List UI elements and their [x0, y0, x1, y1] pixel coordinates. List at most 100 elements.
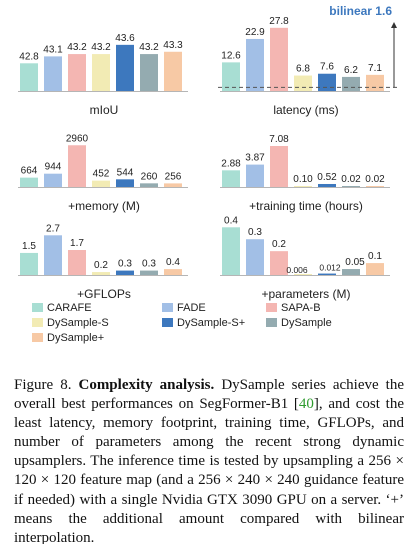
bar-dysample-s	[92, 272, 110, 275]
legend-item-carafe: CARAFE	[32, 302, 92, 314]
bar-fade	[44, 235, 62, 275]
axis-title: +memory (M)	[68, 199, 140, 213]
bar-carafe	[222, 227, 240, 275]
data-label: 0.3	[248, 227, 262, 238]
data-label: 0.02	[341, 174, 361, 185]
data-label: 0.4	[224, 215, 238, 226]
legend-label: DySample	[281, 317, 332, 329]
legend-swatch	[162, 318, 173, 327]
panel-miou: 42.8 43.1 43.2 43.2 43.6 43.2 43.3 mIoU	[18, 33, 188, 117]
chart-grid: 42.8 43.1 43.2 43.2 43.6 43.2 43.3 mIoU 12.6 22.9…	[18, 4, 398, 344]
panel--gflops: 1.5 2.7 1.7 0.2 0.3 0.3 0.4 +GFLOPs	[18, 223, 188, 301]
caption-text-2: ], and cost the least latency, memory fo…	[14, 396, 404, 544]
bar-dysample	[140, 54, 158, 91]
caption-title: Complexity analysis.	[78, 377, 215, 393]
data-label: 43.3	[163, 40, 183, 51]
bar-fade	[44, 56, 62, 91]
data-label: 664	[21, 166, 38, 177]
legend-label: DySample-S	[47, 317, 109, 329]
bar-fade	[44, 173, 62, 187]
data-label: 6.2	[344, 65, 358, 76]
data-label: 0.2	[272, 239, 286, 250]
legend-swatch	[266, 318, 277, 327]
bar-fade	[246, 164, 264, 187]
data-label: 43.2	[67, 42, 87, 53]
bar-dysample-s	[92, 180, 110, 187]
data-label: 43.2	[91, 42, 111, 53]
caption-figure-label: Figure 8.	[14, 377, 72, 393]
data-label: 6.8	[296, 64, 310, 75]
data-label: 7.6	[320, 62, 334, 73]
legend-item-dysample-s: DySample-S+	[162, 317, 245, 329]
data-label: 0.2	[94, 260, 108, 271]
caption-text-1: DySample series achieve the overall best…	[14, 377, 405, 413]
bar-dysample-s	[294, 75, 312, 91]
bar-dysample	[366, 74, 384, 91]
data-label: 2.88	[221, 158, 241, 169]
data-label: 2.7	[46, 223, 60, 234]
data-label: 260	[141, 171, 158, 182]
data-label: 944	[45, 162, 62, 173]
bar-sapa-b	[68, 250, 86, 275]
axis-title: mIoU	[90, 103, 119, 117]
bar-fade	[246, 239, 264, 275]
data-label: 256	[165, 171, 182, 182]
data-label: 0.3	[118, 259, 132, 270]
data-label: 2960	[66, 133, 89, 144]
baseline-label: bilinear 1.6	[329, 4, 392, 18]
bar-sapa-b	[68, 54, 86, 91]
bar-sapa-b	[68, 145, 86, 187]
bar-carafe	[222, 170, 240, 187]
axis-title: +parameters (M)	[261, 287, 350, 301]
axis-title: +training time (hours)	[249, 199, 363, 213]
legend-item-dysample-s: DySample-S	[32, 317, 109, 329]
bar-dysample-s	[116, 270, 134, 275]
legend-label: DySample+	[47, 332, 104, 344]
data-label: 0.05	[345, 257, 365, 268]
legend-swatch	[266, 303, 277, 312]
legend-swatch	[162, 303, 173, 312]
bar-carafe	[20, 177, 38, 187]
legend-item-sapa-b: SAPA-B	[266, 302, 321, 314]
legend-item-dysample: DySample+	[32, 332, 104, 344]
legend-item-dysample: DySample	[266, 317, 332, 329]
axis-title: latency (ms)	[273, 103, 338, 117]
legend-label: DySample-S+	[177, 317, 245, 329]
bar-carafe	[20, 252, 38, 275]
legend-label: SAPA-B	[281, 302, 321, 314]
bar-dysample-s	[318, 73, 336, 91]
legend-item-fade: FADE	[162, 302, 206, 314]
data-label: 7.1	[368, 63, 382, 74]
data-label: 22.9	[245, 27, 265, 38]
data-label: 43.6	[115, 33, 135, 44]
data-label: 43.1	[43, 44, 63, 55]
data-label: 544	[117, 167, 134, 178]
data-label: 0.10	[293, 174, 313, 185]
data-label: 0.02	[365, 174, 385, 185]
bar-sapa-b	[270, 146, 288, 187]
panel--memory-m: 664 944 2960 452 544 260 256 +memory (M)	[18, 133, 188, 213]
data-label: 42.8	[19, 51, 39, 62]
legend-label: FADE	[177, 302, 206, 314]
panel--parameters-m: 0.4 0.3 0.2 0.006 0.012 0.050.1 +parameters (M…	[220, 215, 390, 301]
bar-dysample-s	[318, 273, 336, 275]
legend-swatch	[32, 318, 43, 327]
legend-label: CARAFE	[47, 302, 92, 314]
bar-carafe	[20, 63, 38, 91]
data-label: 12.6	[221, 50, 241, 61]
data-label: 3.87	[245, 153, 265, 164]
data-label: 27.8	[269, 16, 289, 27]
panel-latency-ms: 12.6 22.9 27.8 6.8 7.6 6.2 7.1 bilinear 1.6 late…	[218, 4, 398, 117]
bar-dysample	[366, 186, 384, 187]
data-label: 0.3	[142, 259, 156, 270]
bar-dysample	[140, 183, 158, 187]
data-label: 0.012	[319, 263, 341, 273]
legend-swatch	[32, 303, 43, 312]
bar-dysample	[164, 269, 182, 275]
bar-dysample-s	[92, 54, 110, 91]
bar-dysample	[366, 263, 384, 275]
data-label: 0.006	[286, 265, 308, 275]
bar-dysample-s	[294, 274, 312, 275]
bar-dysample-s	[294, 186, 312, 187]
